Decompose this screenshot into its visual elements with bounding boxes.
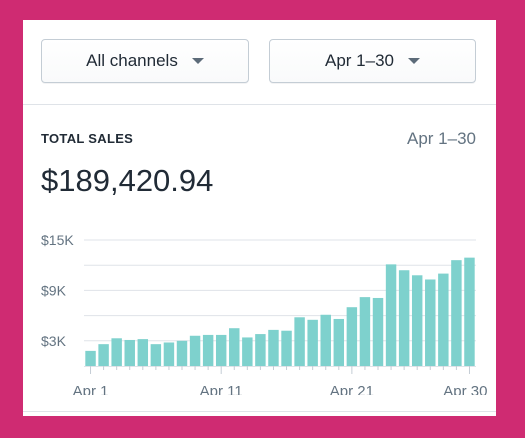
bar-apr-4 <box>124 339 135 366</box>
bar-apr-20 <box>333 318 345 366</box>
bar-apr-21 <box>346 307 358 366</box>
total-sales-heading: TOTAL SALES <box>41 131 134 146</box>
date-range-select-label: Apr 1–30 <box>325 51 394 70</box>
bar-apr-16 <box>281 330 292 366</box>
filter-bar: All channels Apr 1–30 <box>23 20 496 105</box>
bar-apr-15 <box>268 329 279 366</box>
bar-apr-1 <box>85 350 96 366</box>
bar-apr-23 <box>372 297 384 366</box>
x-tick-label: Apr 30 <box>443 383 487 395</box>
x-tick-label: Apr 11 <box>200 383 243 395</box>
bar-apr-13 <box>242 337 253 366</box>
channel-select-label: All channels <box>86 51 178 70</box>
bar-apr-5 <box>137 339 149 366</box>
bar-apr-12 <box>229 328 240 366</box>
y-tick-label: $15K <box>41 232 74 248</box>
y-tick-label: $3K <box>41 333 67 349</box>
bar-apr-2 <box>98 344 109 366</box>
bar-apr-9 <box>189 335 201 366</box>
bar-apr-7 <box>163 342 175 366</box>
date-range-select-button[interactable]: Apr 1–30 <box>269 39 476 83</box>
bar-apr-17 <box>294 317 305 366</box>
bar-apr-6 <box>150 344 162 366</box>
bar-apr-18 <box>307 319 318 366</box>
bar-apr-27 <box>425 279 436 366</box>
bar-apr-24 <box>385 264 397 366</box>
x-tick-label: Apr 21 <box>330 383 374 395</box>
bar-apr-19 <box>320 314 331 366</box>
channel-select-button[interactable]: All channels <box>41 39 249 83</box>
y-tick-label: $9K <box>41 282 67 298</box>
total-sales-value: $189,420.94 <box>41 163 214 198</box>
card-divider <box>23 411 496 416</box>
sales-bar-chart: $3K $9K $15K Apr 1 Apr 11 Apr 21 Apr 30 <box>41 232 487 395</box>
bar-apr-29 <box>451 260 462 366</box>
bar-apr-22 <box>359 297 371 366</box>
bar-apr-11 <box>215 334 227 366</box>
caret-down-icon <box>408 58 420 64</box>
bar-apr-25 <box>398 270 410 366</box>
bar-apr-8 <box>176 340 188 366</box>
sales-card: All channels Apr 1–30 TOTAL SALES Apr 1–… <box>23 20 496 416</box>
bar-apr-28 <box>438 273 449 366</box>
x-tick-label: Apr 1 <box>73 383 109 395</box>
bar-apr-10 <box>202 334 214 366</box>
caret-down-icon <box>191 58 204 64</box>
bar-apr-3 <box>111 338 122 366</box>
bar-apr-14 <box>255 334 266 366</box>
bar-apr-26 <box>411 275 423 366</box>
bar-apr-30 <box>464 257 475 366</box>
total-sales-date-range: Apr 1–30 <box>407 129 476 148</box>
